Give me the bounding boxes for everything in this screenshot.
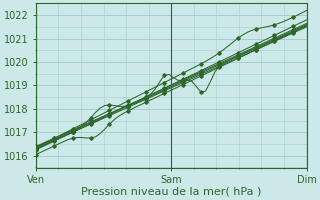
X-axis label: Pression niveau de la mer( hPa ): Pression niveau de la mer( hPa ) [81,187,261,197]
